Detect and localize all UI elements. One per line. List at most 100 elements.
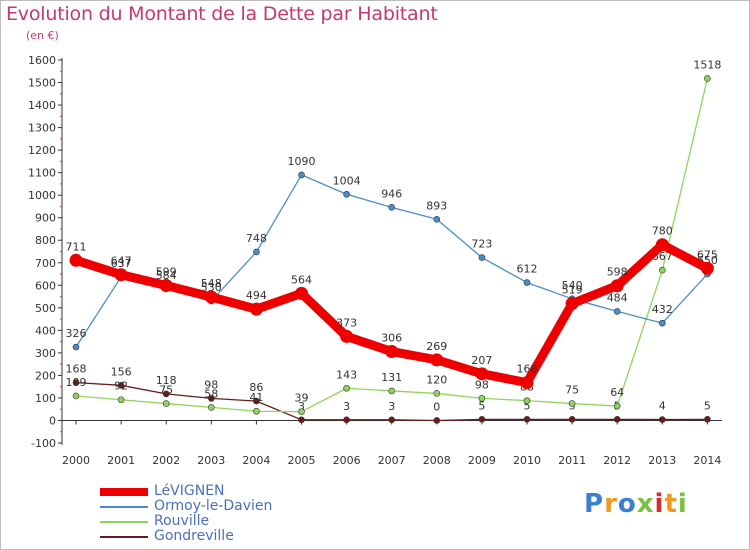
data-label-l-vignen: 675: [697, 248, 718, 261]
data-label-rouville: 131: [381, 371, 402, 384]
data-point-ormoy-le-davien: [343, 190, 350, 198]
data-point-gondreville: [613, 416, 621, 423]
legend-item-levignen: LéVIGNEN: [100, 483, 400, 499]
legend-swatch-ormoy: [100, 506, 148, 508]
data-label-l-vignen: 711: [66, 240, 87, 253]
data-point-l-vignen: [295, 286, 308, 300]
data-label-ormoy-le-davien: 723: [471, 238, 492, 251]
data-point-gondreville: [162, 390, 170, 398]
data-label-l-vignen: 548: [201, 277, 222, 290]
data-point-ormoy-le-davien: [253, 248, 260, 256]
legend-item-gondreville: Gondreville: [100, 528, 400, 544]
data-point-rouville: [388, 387, 396, 395]
data-label-l-vignen: 269: [426, 340, 447, 353]
y-tick-label: 300: [35, 347, 56, 360]
data-label-rouville: 120: [426, 373, 447, 386]
logo-letter: i: [654, 489, 665, 519]
data-label-l-vignen: 780: [652, 225, 673, 238]
y-tick-label: 1400: [28, 99, 56, 112]
data-point-rouville: [162, 400, 170, 407]
data-point-gondreville: [253, 397, 260, 405]
data-label-gondreville: 3: [388, 400, 395, 413]
data-point-rouville: [568, 400, 576, 407]
logo-letter: i: [677, 489, 688, 519]
x-tick-label: 2010: [513, 454, 541, 467]
data-label-gondreville: 168: [66, 363, 87, 376]
legend-swatch-levignen: [100, 488, 148, 496]
series-line-rouville: [75, 77, 709, 413]
x-tick-label: 2008: [423, 454, 451, 467]
data-label-l-vignen: 207: [471, 354, 492, 367]
data-point-ormoy-le-davien: [523, 279, 531, 286]
data-point-gondreville: [117, 382, 125, 389]
data-label-rouville: 41: [249, 391, 263, 404]
data-label-l-vignen: 599: [156, 266, 177, 279]
data-point-rouville: [658, 266, 666, 274]
data-point-gondreville: [433, 417, 441, 424]
data-point-gondreville: [523, 416, 531, 423]
data-point-l-vignen: [385, 345, 399, 359]
data-label-l-vignen: 598: [607, 266, 628, 279]
data-point-gondreville: [72, 379, 80, 386]
data-point-gondreville: [658, 416, 666, 423]
data-point-rouville: [478, 395, 486, 402]
data-label-l-vignen: 306: [381, 332, 402, 345]
data-label-l-vignen: 494: [246, 289, 267, 302]
data-label-ormoy-le-davien: 1090: [288, 155, 316, 168]
data-point-gondreville: [568, 416, 576, 423]
data-point-l-vignen: [475, 367, 489, 381]
x-tick-label: 2002: [152, 454, 180, 467]
y-tick-label: 800: [35, 234, 56, 247]
data-point-gondreville: [704, 416, 711, 423]
y-tick-label: 500: [35, 302, 56, 315]
data-point-l-vignen: [249, 302, 263, 316]
data-point-l-vignen: [565, 297, 579, 311]
data-label-ormoy-le-davien: 612: [517, 263, 538, 276]
series-line-ormoy-le-davien: [75, 174, 709, 348]
x-tick-label: 2007: [378, 454, 406, 467]
y-tick-label: 700: [35, 257, 56, 270]
data-label-rouville: 92: [114, 380, 128, 393]
y-tick-label: 200: [35, 369, 56, 382]
data-point-l-vignen: [69, 253, 83, 267]
data-label-rouville: 143: [336, 368, 357, 381]
data-point-rouville: [208, 404, 215, 411]
x-tick-label: 2004: [242, 454, 270, 467]
data-label-l-vignen: 647: [111, 255, 132, 268]
legend: LéVIGNEN Ormoy-le-Davien Rouville Gondre…: [100, 483, 400, 544]
data-point-gondreville: [208, 395, 215, 402]
data-label-rouville: 109: [66, 376, 87, 389]
data-label-ormoy-le-davien: 432: [652, 303, 673, 316]
data-label-gondreville: 3: [343, 400, 350, 413]
data-label-ormoy-le-davien: 637: [111, 257, 132, 270]
data-point-ormoy-le-davien: [478, 254, 486, 261]
data-label-gondreville: 156: [111, 365, 132, 378]
data-label-rouville: 1518: [693, 58, 721, 71]
legend-item-ormoy: Ormoy-le-Davien: [100, 498, 400, 514]
data-point-rouville: [253, 407, 260, 415]
data-label-rouville: 75: [565, 384, 579, 397]
data-point-ormoy-le-davien: [658, 319, 666, 327]
x-tick-label: 2013: [648, 454, 676, 467]
data-point-l-vignen: [430, 353, 444, 367]
logo-letter: P: [584, 489, 605, 519]
data-label-rouville: 58: [204, 387, 218, 400]
y-tick-label: 1000: [28, 189, 56, 202]
data-label-gondreville: 118: [156, 374, 177, 387]
data-label-gondreville: 4: [659, 400, 666, 413]
y-tick-label: -100: [31, 437, 56, 450]
data-point-ormoy-le-davien: [72, 343, 80, 351]
legend-item-rouville: Rouville: [100, 513, 400, 529]
x-tick-label: 2003: [197, 454, 225, 467]
data-point-rouville: [298, 408, 305, 415]
y-tick-label: 1100: [28, 167, 56, 180]
data-label-ormoy-le-davien: 326: [66, 327, 87, 340]
data-point-rouville: [704, 75, 711, 82]
data-point-ormoy-le-davien: [433, 215, 441, 223]
x-tick-label: 2006: [333, 454, 361, 467]
data-label-l-vignen: 564: [291, 273, 312, 286]
data-label-l-vignen: 373: [336, 316, 357, 329]
x-tick-label: 2005: [288, 454, 316, 467]
data-label-gondreville: 3: [298, 400, 305, 413]
data-point-l-vignen: [159, 279, 173, 293]
